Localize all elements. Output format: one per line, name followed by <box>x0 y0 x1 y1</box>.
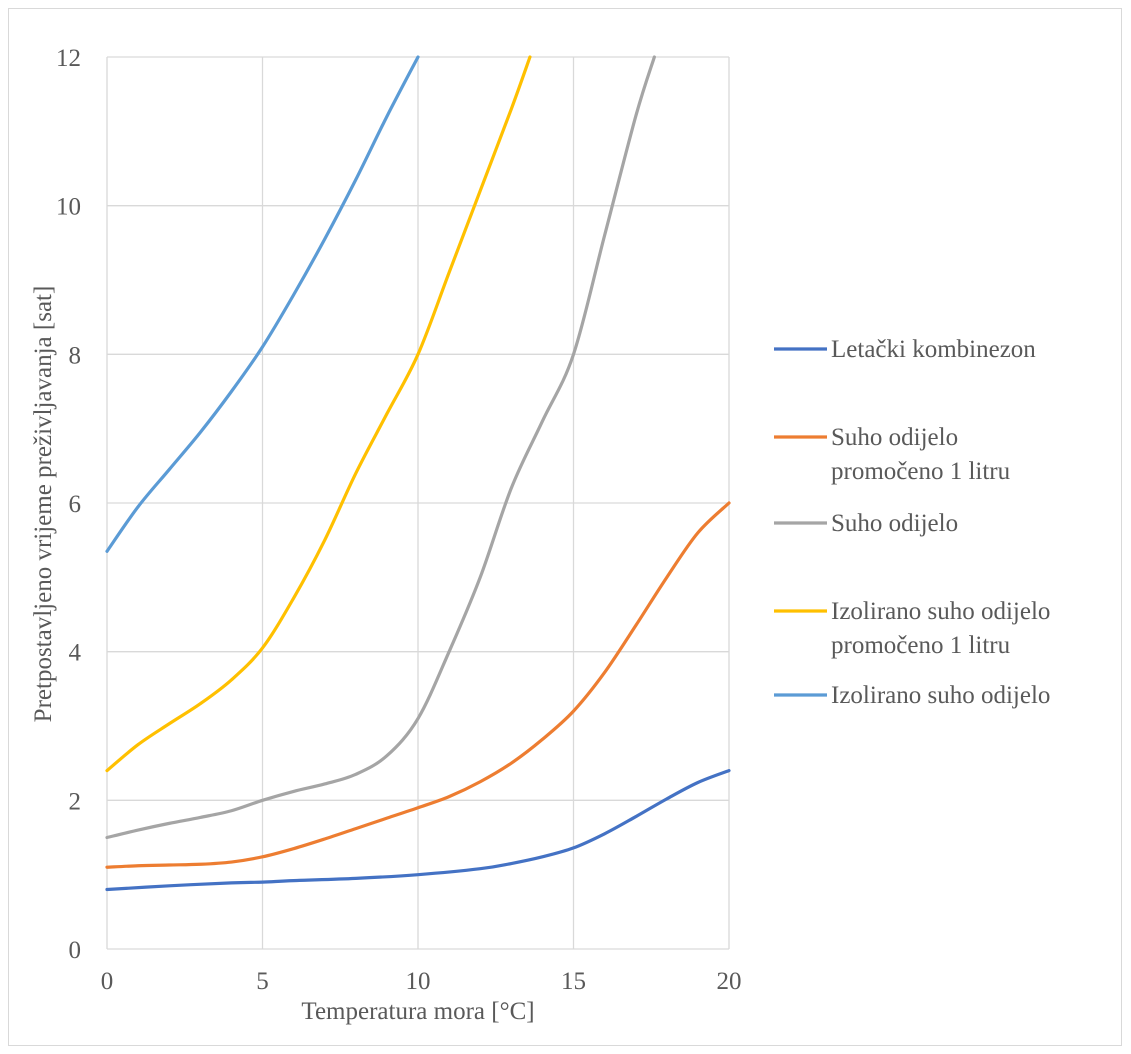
legend-label-3-line-0: Izolirano suho odijelo <box>831 598 1050 625</box>
x-tick-label-2: 10 <box>406 968 431 995</box>
legend-item-2: Suho odijelo <box>774 510 958 537</box>
y-tick-label-1: 2 <box>69 788 82 815</box>
legend-item-0: Letački kombinezon <box>774 336 1036 363</box>
series-line-2 <box>105 55 656 840</box>
y-tick-label-3: 6 <box>69 491 82 518</box>
y-axis-title: Pretpostavljeno vrijeme preživljavanja [… <box>30 286 57 723</box>
legend-item-4: Izolirano suho odijelo <box>774 682 1050 709</box>
legend-item-3: Izolirano suho odijelo promočeno 1 litru <box>774 598 1050 659</box>
y-tick-label-6: 12 <box>56 45 81 72</box>
x-axis-title: Temperatura mora [°C] <box>301 998 534 1025</box>
x-tick-label-0: 0 <box>101 968 114 995</box>
x-tick-label-4: 20 <box>717 968 742 995</box>
x-tick-label-3: 15 <box>561 968 586 995</box>
legend: Letački kombinezon Suho odijelo promočeno … <box>774 336 1050 709</box>
x-tick-label-1: 5 <box>256 968 269 995</box>
y-tick-label-0: 0 <box>69 937 82 964</box>
chart-frame: 0 2 4 6 8 10 12 0 5 10 15 20 Temperatura mora [°C]… <box>8 8 1122 1046</box>
legend-label-0: Letački kombinezon <box>831 336 1036 363</box>
series-line-4 <box>105 55 420 553</box>
line-chart: 0 2 4 6 8 10 12 0 5 10 15 20 Temperatura mora [°C]… <box>30 45 1050 1025</box>
series-line-1 <box>105 501 731 869</box>
legend-item-1: Suho odijelo promočeno 1 litru <box>774 424 1011 485</box>
legend-label-2: Suho odijelo <box>831 510 958 537</box>
y-tick-labels: 0 2 4 6 8 10 12 <box>56 45 82 964</box>
legend-label-1-line-1: promočeno 1 litru <box>831 458 1011 485</box>
series-line-3 <box>105 55 532 773</box>
legend-label-1-line-0: Suho odijelo <box>831 424 958 451</box>
legend-label-4: Izolirano suho odijelo <box>831 682 1050 709</box>
x-tick-labels: 0 5 10 15 20 <box>101 968 742 995</box>
y-tick-label-5: 10 <box>56 194 81 221</box>
series-line-0 <box>105 769 731 892</box>
y-tick-label-4: 8 <box>69 342 82 369</box>
series-lines <box>105 55 731 892</box>
legend-label-3-line-1: promočeno 1 litru <box>831 632 1011 659</box>
y-tick-label-2: 4 <box>69 640 82 667</box>
